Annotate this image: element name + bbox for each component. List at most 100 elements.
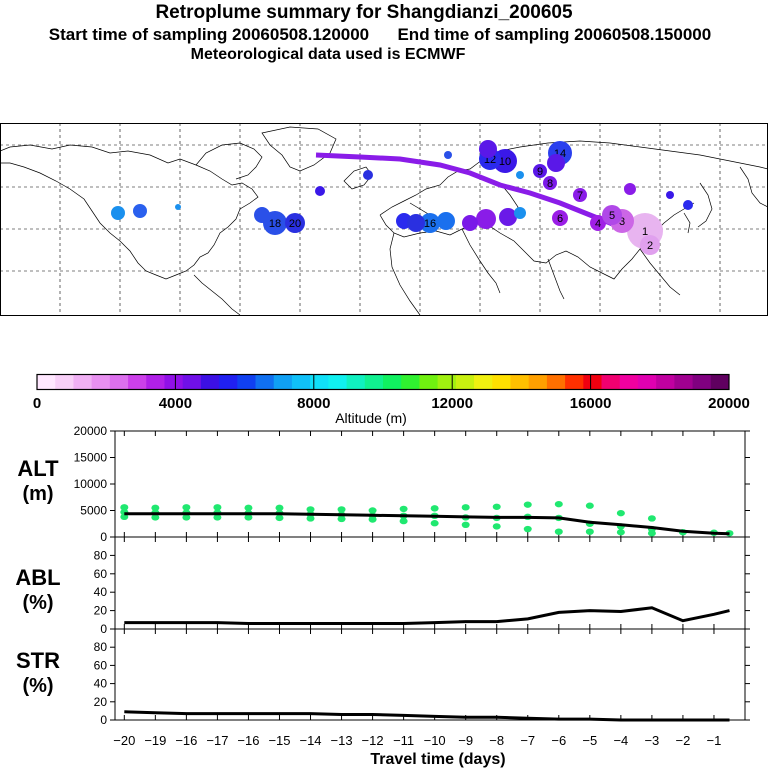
alt-scatter-point — [585, 528, 594, 535]
x-axis-label: Travel time (days) — [370, 751, 505, 768]
colorbar-cell — [255, 375, 275, 389]
abl-panel-frame — [114, 536, 746, 630]
plume-blob — [315, 186, 325, 196]
alt-scatter-point — [337, 506, 346, 513]
x-tick-label: −9 — [458, 733, 473, 748]
svg-text:7: 7 — [577, 190, 583, 202]
map-marker-7: 7 — [573, 188, 587, 202]
alt-scatter-point — [306, 515, 315, 522]
svg-text:3: 3 — [619, 216, 625, 228]
x-tick-label: −15 — [268, 733, 290, 748]
plume-blob — [175, 204, 181, 210]
abl-unit: (%) — [22, 592, 53, 614]
x-tick-label: −10 — [424, 733, 446, 748]
alt-y-tick-label: 5000 — [80, 504, 107, 518]
x-tick-label: −17 — [206, 733, 228, 748]
colorbar-cell — [601, 375, 621, 389]
alt-y-tick-label: 10000 — [74, 477, 108, 491]
colorbar-cell — [528, 375, 548, 389]
colorbar-cell — [674, 375, 693, 389]
colorbar-cell — [109, 375, 129, 389]
alt-scatter-point — [585, 502, 594, 509]
colorbar-cell — [619, 375, 639, 389]
alt-y-tick-label: 15000 — [74, 451, 108, 465]
colorbar-cell — [637, 375, 657, 389]
x-tick-label: −4 — [613, 733, 628, 748]
map-marker-20: 20 — [285, 213, 305, 233]
colorbar-tick-label: 4000 — [159, 395, 192, 412]
colorbar-cell — [55, 375, 74, 389]
map-marker-16: 16 — [420, 213, 440, 233]
x-tick-label: −16 — [237, 733, 259, 748]
svg-text:1: 1 — [642, 226, 648, 238]
alt-scatter-point — [213, 504, 222, 511]
map-marker-8: 8 — [543, 176, 557, 190]
str-y-tick-label: 60 — [94, 658, 108, 672]
alt-scatter-point — [151, 504, 160, 512]
alt-scatter-point — [306, 506, 315, 513]
alt-scatter-point — [275, 514, 284, 522]
alt-scatter-point — [120, 513, 129, 521]
svg-text:18: 18 — [269, 218, 281, 230]
abl-y-tick-label: 80 — [94, 548, 108, 562]
alt-label: ALT — [17, 456, 59, 481]
plume-blob — [254, 207, 270, 223]
alt-scatter-point — [554, 500, 563, 508]
alt-scatter-point — [368, 516, 377, 523]
x-tick-label: −6 — [551, 733, 566, 748]
colorbar-cell — [128, 375, 147, 389]
abl-line — [124, 606, 730, 625]
abl-label: ABL — [15, 565, 60, 590]
colorbar-cell — [383, 375, 402, 389]
met-data-caption: Meteorological data used is ECMWF — [190, 46, 466, 63]
plume-blob — [462, 215, 478, 231]
colorbar-cell — [310, 375, 329, 389]
colorbar-cell — [182, 375, 202, 389]
colorbar-cell — [237, 375, 256, 389]
str-y-tick-label: 40 — [94, 677, 108, 691]
altitude-colorbar: 0 4000 8000 12000 16000 20000 Altitude (m) — [33, 373, 750, 426]
plume-blob — [111, 206, 125, 220]
alt-scatter-point — [182, 504, 191, 511]
plume-blob — [479, 140, 497, 158]
sampling-times: Start time of sampling 20060508.120000 E… — [48, 25, 712, 44]
plume-blob — [476, 209, 496, 229]
str-y-tick-label: 20 — [94, 695, 108, 709]
colorbar-cell — [437, 375, 457, 389]
abl-y-tick-label: 60 — [94, 567, 108, 581]
alt-scatter-point — [616, 529, 625, 536]
abl-y-tick-label: 20 — [94, 604, 108, 618]
alt-scatter-point — [647, 530, 656, 537]
x-tick-label: −12 — [362, 733, 384, 748]
alt-y-tick-label: 0 — [100, 530, 107, 544]
plume-blob — [514, 207, 526, 219]
svg-text:10: 10 — [499, 156, 511, 168]
alt-scatter-point — [523, 525, 532, 533]
svg-text:16: 16 — [424, 218, 436, 230]
svg-text:9: 9 — [537, 166, 543, 178]
colorbar-cell — [565, 375, 584, 389]
chart-title: Retroplume summary for Shangdianzi_20060… — [155, 2, 573, 23]
svg-text:5: 5 — [609, 210, 615, 222]
alt-scatter-point — [120, 504, 129, 511]
alt-scatter-point — [182, 514, 191, 521]
str-y-tick-label: 0 — [100, 713, 107, 727]
alt-scatter-point — [461, 504, 470, 511]
time-series-panels: 0 5000 10000 15000 20000 0 20 40 60 80 0 20 40 60 80 A… — [15, 424, 750, 768]
colorbar-cell — [200, 375, 220, 389]
alt-scatter-point — [213, 514, 222, 521]
alt-scatter-point — [275, 504, 284, 512]
str-y-tick-label: 80 — [94, 640, 108, 654]
colorbar-cell — [273, 375, 293, 389]
alt-scatter-point — [244, 514, 253, 521]
colorbar-cell — [656, 375, 675, 389]
plume-blob — [499, 208, 517, 226]
alt-median-line — [124, 512, 730, 536]
svg-text:20: 20 — [289, 218, 301, 230]
x-tick-label: −1 — [707, 733, 722, 748]
svg-text:8: 8 — [547, 178, 553, 190]
x-tick-label: −14 — [299, 733, 321, 748]
colorbar-cell — [219, 375, 238, 389]
x-tick-label: −3 — [644, 733, 659, 748]
